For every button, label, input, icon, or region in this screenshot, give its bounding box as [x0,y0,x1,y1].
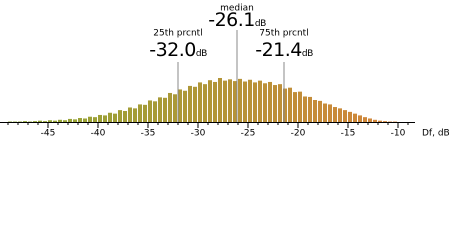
percentile-value: -21.4dB [255,39,313,61]
bar [143,104,147,122]
bar [268,81,272,122]
percentile-number: -32.0 [149,39,196,61]
bar [238,78,242,122]
percentile-value: -26.1dB [208,9,266,31]
bar [383,121,387,122]
bar [353,113,357,122]
bar [98,114,102,122]
percentile-unit: dB [255,19,266,29]
percentile-unit: dB [196,49,207,59]
bar [318,100,322,122]
bar [68,118,72,122]
bar [113,113,117,122]
bar [248,79,252,122]
bar [348,111,352,122]
bar [328,104,332,122]
x-tick-label: -35 [141,129,156,139]
bar [188,85,192,122]
bar [123,111,127,122]
bar [178,89,182,122]
x-axis-label: Df, dB [422,129,450,139]
bar [128,107,132,122]
percentile-value: -32.0dB [149,39,207,61]
bar [73,119,77,122]
x-tick-label: -15 [341,129,356,139]
bar [38,120,42,122]
x-tick-label: -10 [391,129,406,139]
bar [253,82,257,122]
bar [283,88,287,122]
bar [273,85,277,122]
page: {"chart_data": { "type": "histogram", "b… [0,3,450,139]
bar [293,92,297,122]
bar [288,87,292,122]
percentile-name: 75th prcntl [259,29,308,39]
bar [363,117,367,122]
bar [218,78,222,122]
bar [133,108,137,122]
bar [213,81,217,122]
bar [158,97,162,122]
bar [243,81,247,122]
x-tick-label: -40 [91,129,106,139]
bar [193,86,197,122]
bar [168,92,172,122]
bar [313,100,317,122]
percentile-unit: dB [302,49,313,59]
bar [303,96,307,122]
bar [163,97,167,122]
bar [233,81,237,122]
bar [153,101,157,122]
percentile-number: -21.4 [255,39,302,61]
x-tick-label: -45 [41,129,56,139]
bar [43,121,47,122]
chart: Df, dB -45 -40 -35 -30 -25 -20 -15 -10 25th prcn… [0,4,450,139]
bar [378,120,382,122]
bar [93,117,97,122]
bar [258,80,262,122]
bar [58,119,62,122]
bar [78,118,82,122]
bar [23,121,27,122]
bar [183,90,187,122]
x-tick-label: -25 [241,129,256,139]
bar [223,80,227,122]
bar [148,100,152,122]
bar [33,121,37,122]
x-tick-label: -30 [191,129,206,139]
bar [108,112,112,122]
bar [358,115,362,122]
bar [368,118,372,122]
bar [88,116,92,122]
bar [173,94,177,122]
bar [63,120,67,122]
percentile-number: -26.1 [208,9,255,31]
bar [333,107,337,122]
bar [118,110,122,122]
bar [198,82,202,122]
bar [323,103,327,122]
bar [278,84,282,122]
bar [138,104,142,122]
bar [208,80,212,122]
percentile-name: 25th prcntl [153,29,202,39]
bar [48,120,52,122]
bar [298,91,302,122]
bar [103,115,107,122]
bar [308,96,312,122]
bar [373,119,377,122]
bar [263,83,267,122]
bar [228,79,232,122]
percentile-name: median [220,4,254,14]
bar [338,108,342,122]
bar [83,118,87,122]
x-tick-label: -20 [291,129,306,139]
bar [53,120,57,122]
bar [343,110,347,122]
bar [203,84,207,122]
